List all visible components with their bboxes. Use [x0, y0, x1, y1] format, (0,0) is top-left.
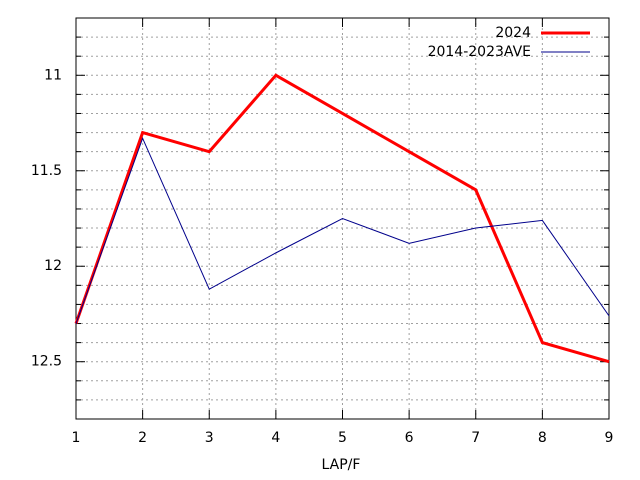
y-tick-label: 12 — [44, 258, 62, 274]
x-tick-label: 2 — [138, 430, 147, 446]
legend-label: 2024 — [495, 25, 531, 41]
x-tick-label: 1 — [72, 430, 81, 446]
x-axis-label: LAP/F — [322, 457, 361, 473]
x-tick-label: 3 — [205, 430, 214, 446]
x-tick-label: 9 — [605, 430, 614, 446]
line-series — [74, 73, 610, 364]
x-tick-label: 5 — [338, 430, 347, 446]
x-tick-label: 6 — [405, 430, 414, 446]
y-tick-label: 11 — [44, 67, 62, 83]
y-tick-label: 12.5 — [31, 354, 62, 370]
plot-frame — [75, 17, 610, 420]
y-tick-label: 11.5 — [31, 163, 62, 179]
x-tick-label: 7 — [471, 430, 480, 446]
x-tick-label: 4 — [271, 430, 280, 446]
legend-label: 2014-2023AVE — [428, 44, 531, 60]
x-tick-label: 8 — [538, 430, 547, 446]
line-series — [75, 136, 610, 324]
